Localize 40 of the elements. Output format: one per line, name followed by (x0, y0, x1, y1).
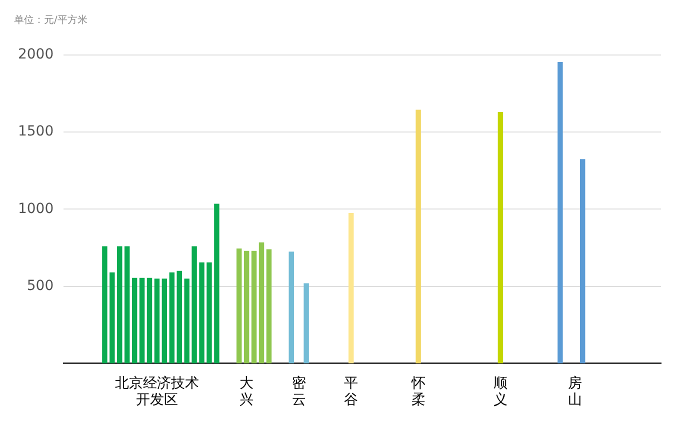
bar (146, 278, 152, 364)
x-tick-label: 密云 (292, 375, 306, 408)
bar (288, 252, 294, 364)
bar (117, 246, 122, 364)
bar (304, 283, 309, 364)
bar (258, 242, 264, 364)
bar (154, 278, 160, 364)
bar (498, 112, 504, 364)
bar (348, 213, 354, 364)
bar (199, 262, 204, 364)
y-tick-label: 2000 (18, 46, 54, 63)
bar (214, 204, 220, 364)
x-tick-label: 顺义 (493, 375, 508, 408)
x-tick-label: 怀柔 (410, 375, 426, 408)
bar (580, 159, 586, 364)
bar (139, 278, 145, 364)
x-tick-label: 平谷 (344, 375, 358, 408)
bar (102, 246, 108, 364)
bar (266, 249, 272, 364)
bar (558, 62, 563, 364)
x-tick-label: 房山 (568, 375, 582, 408)
bar (162, 278, 168, 364)
x-tick-label: 大兴 (240, 375, 254, 408)
bar (184, 278, 190, 364)
bar (110, 272, 115, 364)
y-tick-label: 1000 (18, 200, 54, 217)
bar (244, 250, 250, 364)
y-axis-title: 单位：元/平方米 (14, 14, 88, 27)
x-tick-label: 北京经济技术开发区 (114, 375, 199, 408)
y-tick-label: 1500 (18, 124, 54, 140)
bar (192, 246, 197, 364)
bar (124, 246, 130, 364)
bar (132, 278, 138, 364)
bar (251, 250, 257, 364)
bar (169, 272, 175, 364)
bar (236, 248, 242, 364)
bar (176, 270, 182, 364)
y-tick-label: 500 (26, 278, 54, 294)
bar (416, 110, 421, 364)
bar (206, 262, 212, 364)
